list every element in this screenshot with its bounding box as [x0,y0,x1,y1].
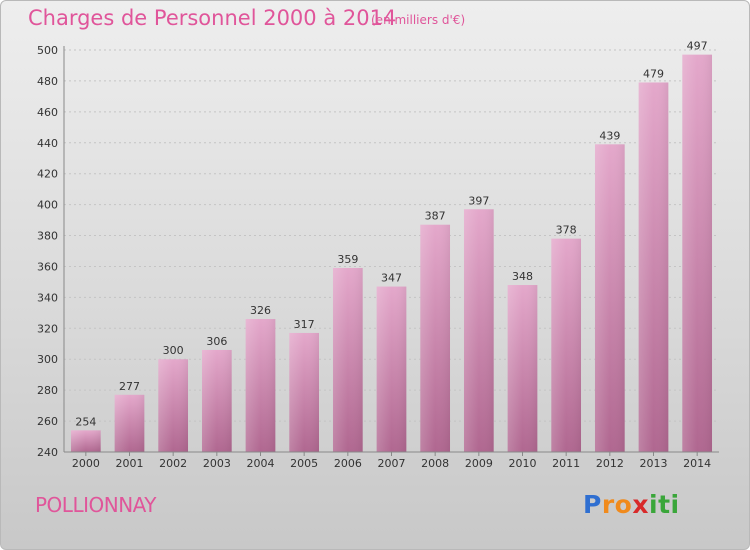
logo-letter: t [658,490,671,519]
y-tick-label: 260 [37,415,58,428]
y-tick-label: 280 [37,384,58,397]
bar-shine [114,394,145,452]
bar-shine [289,332,320,452]
x-tick-label: 2000 [72,457,100,470]
logo-letter: P [583,490,602,519]
bar-shine [70,430,101,452]
bar-shine [682,54,713,453]
chart-subtitle: (en milliers d'€) [371,13,466,27]
x-tick-label: 2001 [116,457,144,470]
logo-letter: x [632,490,649,519]
data-label: 378 [556,224,577,237]
bar-shine [376,286,407,452]
x-tick-label: 2002 [159,457,187,470]
x-tick-label: 2011 [552,457,580,470]
data-label: 387 [425,210,446,223]
bar-shine [245,319,276,452]
data-label: 397 [468,194,489,207]
y-tick-label: 480 [37,75,58,88]
data-label: 254 [75,415,96,428]
y-tick-label: 360 [37,260,58,273]
data-label: 348 [512,270,533,283]
x-tick-label: 2014 [683,457,711,470]
y-tick-label: 460 [37,106,58,119]
data-label: 359 [337,253,358,266]
bar-shine [158,359,189,452]
y-tick-label: 380 [37,230,58,243]
data-label: 277 [119,380,140,393]
x-tick-label: 2008 [421,457,449,470]
y-tick-label: 300 [37,353,58,366]
x-tick-label: 2013 [640,457,668,470]
bar-shine [201,349,232,452]
data-label: 347 [381,272,402,285]
bar-shine [463,209,494,452]
x-tick-label: 2009 [465,457,493,470]
commune-name: POLLIONNAY [35,493,157,517]
bar-shine [638,82,669,452]
logo-letter: r [601,490,615,519]
bar-shine [551,238,582,452]
x-tick-label: 2010 [509,457,537,470]
y-tick-label: 240 [37,446,58,459]
data-label: 300 [163,344,184,357]
y-tick-label: 340 [37,291,58,304]
y-tick-label: 500 [37,44,58,57]
x-tick-label: 2005 [290,457,318,470]
data-label: 306 [206,335,227,348]
x-tick-label: 2003 [203,457,231,470]
data-label: 326 [250,304,271,317]
x-tick-label: 2007 [378,457,406,470]
x-tick-label: 2006 [334,457,362,470]
data-label: 479 [643,67,664,80]
data-label: 317 [294,318,315,331]
data-label: 439 [599,129,620,142]
logo-letter: o [614,490,633,519]
data-label: 497 [687,40,708,53]
proxiti-logo: Proxiti [583,490,680,519]
bar-shine [420,224,451,452]
x-tick-label: 2004 [247,457,275,470]
x-tick-label: 2012 [596,457,624,470]
logo-letter: i [649,490,659,519]
bar-shine [507,285,538,452]
bar-shine [594,144,625,453]
bar-shine [332,268,363,452]
y-tick-label: 440 [37,137,58,150]
y-tick-label: 420 [37,168,58,181]
chart-title: Charges de Personnel 2000 à 2014 [28,6,397,30]
y-tick-label: 400 [37,199,58,212]
logo-letter: i [670,490,680,519]
y-tick-label: 320 [37,322,58,335]
